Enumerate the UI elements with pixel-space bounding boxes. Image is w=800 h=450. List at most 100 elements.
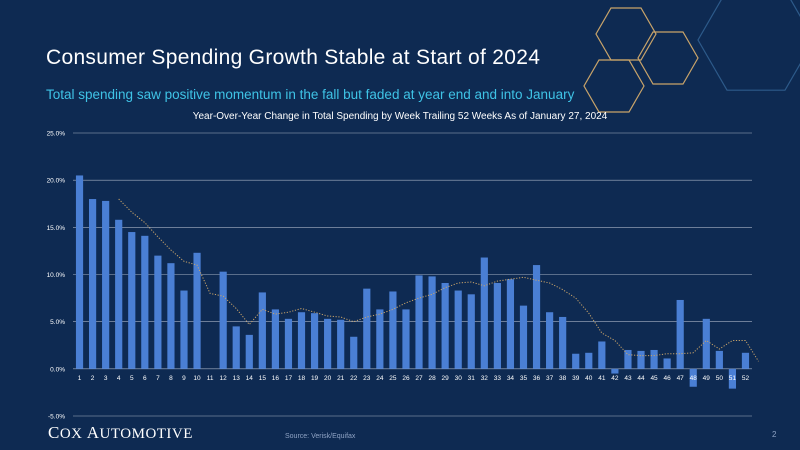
x-tick-label: 1	[78, 375, 82, 382]
hexagon-decoration	[583, 0, 800, 113]
bar	[493, 282, 501, 369]
bar	[128, 232, 136, 369]
x-tick-label: 22	[350, 375, 358, 382]
x-tick-label: 37	[546, 375, 554, 382]
y-tick-label: 20.0%	[47, 178, 66, 185]
x-tick-label: 12	[220, 375, 228, 382]
x-tick-label: 40	[585, 375, 593, 382]
bar	[258, 292, 266, 369]
x-tick-label: 19	[311, 375, 319, 382]
x-tick-label: 20	[324, 375, 332, 382]
bar	[245, 334, 253, 369]
bar	[350, 336, 358, 369]
bar	[650, 349, 658, 369]
x-tick-label: 47	[677, 375, 685, 382]
bar	[624, 349, 632, 369]
x-tick-label: 28	[428, 375, 436, 382]
bar	[480, 257, 488, 369]
y-tick-label: 0.0%	[50, 366, 65, 373]
bar	[402, 309, 410, 369]
bar	[559, 316, 567, 369]
bar	[546, 312, 554, 369]
x-tick-label: 31	[468, 375, 476, 382]
x-tick-label: 36	[533, 375, 541, 382]
x-tick-label: 30	[455, 375, 463, 382]
bar	[532, 265, 541, 369]
page-number: 2	[772, 430, 777, 439]
x-tick-label: 23	[363, 375, 371, 382]
cox-automotive-logo: COX AUTOMOTIVE	[48, 423, 193, 442]
x-tick-label: 15	[259, 375, 267, 382]
bar	[715, 350, 723, 369]
bar	[284, 318, 293, 369]
bar	[741, 352, 750, 369]
x-tick-label: 9	[182, 375, 186, 382]
x-tick-label: 52	[742, 375, 750, 382]
x-tick-label: 34	[507, 375, 515, 382]
x-tick-label: 38	[559, 375, 567, 382]
x-tick-label: 29	[442, 375, 450, 382]
x-tick-label: 21	[337, 375, 345, 382]
chart-title: Year-Over-Year Change in Total Spending …	[192, 111, 608, 122]
bar	[219, 271, 227, 369]
x-tick-label: 39	[572, 375, 580, 382]
bar	[572, 353, 580, 369]
bar	[75, 175, 84, 369]
x-tick-label: 4	[117, 375, 121, 382]
trend-line	[118, 198, 759, 362]
hexagon-outline	[697, 0, 800, 91]
bar	[441, 282, 449, 369]
x-tick-label: 44	[637, 375, 645, 382]
bar	[689, 368, 697, 387]
bar	[115, 219, 123, 369]
x-tick-label: 42	[611, 375, 619, 382]
x-tick-label: 8	[169, 375, 173, 382]
bar	[193, 252, 201, 369]
x-tick-label: 14	[246, 375, 254, 382]
x-tick-label: 3	[104, 375, 108, 382]
x-tick-label: 32	[481, 375, 489, 382]
bar	[180, 290, 188, 369]
x-tick-label: 26	[402, 375, 410, 382]
x-tick-label: 24	[376, 375, 384, 382]
x-tick-label: 45	[650, 375, 658, 382]
x-tick-label: 18	[298, 375, 306, 382]
x-tick-label: 46	[664, 375, 672, 382]
source-note: Source: Verisk/Equifax	[285, 433, 356, 440]
x-tick-label: 10	[193, 375, 201, 382]
hexagon-outline	[637, 31, 699, 85]
bar	[428, 276, 436, 369]
x-tick-label: 41	[598, 375, 606, 382]
y-tick-label: 15.0%	[47, 225, 66, 232]
bar	[310, 313, 319, 369]
x-tick-label: 33	[494, 375, 502, 382]
x-tick-label: 43	[624, 375, 632, 382]
bar	[337, 319, 345, 369]
hexagon-outline	[595, 7, 657, 61]
x-tick-label: 2	[91, 375, 95, 382]
page-subtitle: Total spending saw positive momentum in …	[46, 87, 575, 102]
bar	[297, 312, 306, 369]
bar	[506, 279, 515, 369]
bar	[702, 318, 710, 369]
x-tick-label: 50	[716, 375, 724, 382]
bar	[88, 199, 97, 369]
bar	[389, 291, 397, 369]
x-tick-label: 7	[156, 375, 160, 382]
x-tick-label: 11	[207, 375, 214, 382]
bar	[141, 235, 149, 369]
bar	[637, 350, 645, 369]
y-tick-label: 5.0%	[50, 319, 65, 326]
bar	[728, 368, 737, 389]
bar	[519, 305, 528, 369]
bar	[167, 263, 175, 369]
x-tick-label: 17	[285, 375, 293, 382]
hexagon-outline	[583, 59, 645, 113]
y-tick-label: 25.0%	[47, 131, 66, 138]
bar	[454, 290, 462, 369]
x-tick-label: 6	[143, 375, 147, 382]
bar	[611, 368, 619, 374]
bar	[663, 358, 671, 369]
bar	[271, 309, 279, 369]
